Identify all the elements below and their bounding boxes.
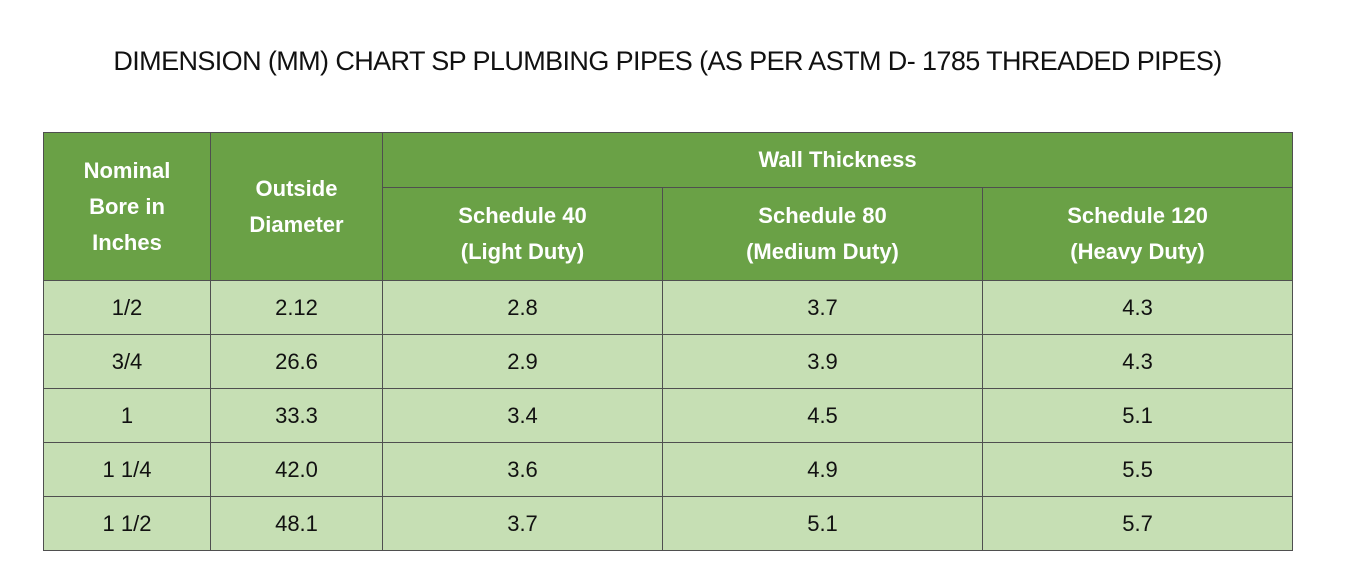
header-schedule-80-line: Schedule 80 [758, 203, 887, 228]
header-outside-diameter-line: Diameter [249, 211, 344, 237]
table-header: Nominal Bore in Inches Outside Diameter … [43, 132, 1294, 281]
header-nominal-bore-line: Bore in [89, 193, 165, 219]
cell-schedule-120: 4.3 [981, 334, 1294, 389]
dimension-table: Nominal Bore in Inches Outside Diameter … [43, 132, 1294, 551]
table-row: 1 1/4 42.0 3.6 4.9 5.5 [43, 442, 1294, 497]
table-row: 1/2 2.12 2.8 3.7 4.3 [43, 280, 1294, 335]
cell-schedule-40: 2.9 [382, 334, 663, 389]
cell-nominal-bore: 1/2 [43, 280, 211, 335]
cell-nominal-bore: 1 1/2 [43, 496, 211, 551]
header-schedule-120-line: (Heavy Duty) [1070, 239, 1205, 264]
header-schedule-80-line: (Medium Duty) [746, 239, 899, 264]
cell-schedule-80: 4.5 [662, 388, 983, 443]
header-nominal-bore: Nominal Bore in Inches [43, 132, 211, 281]
table-row: 3/4 26.6 2.9 3.9 4.3 [43, 334, 1294, 389]
cell-nominal-bore: 1 1/4 [43, 442, 211, 497]
cell-outside-diameter: 33.3 [210, 388, 383, 443]
header-schedule-40-line: (Light Duty) [460, 239, 585, 264]
cell-schedule-80: 3.9 [662, 334, 983, 389]
header-row-schedules: Schedule 40 (Light Duty) Schedule 80 (Me… [44, 187, 1294, 281]
cell-schedule-40: 3.4 [382, 388, 663, 443]
header-schedule-120: Schedule 120 (Heavy Duty) [981, 187, 1294, 281]
cell-nominal-bore: 3/4 [43, 334, 211, 389]
header-schedule-40: Schedule 40 (Light Duty) [382, 187, 663, 281]
header-schedule-80: Schedule 80 (Medium Duty) [662, 187, 983, 281]
cell-schedule-80: 3.7 [662, 280, 983, 335]
cell-nominal-bore: 1 [43, 388, 211, 443]
cell-outside-diameter: 26.6 [210, 334, 383, 389]
cell-schedule-120: 5.5 [981, 442, 1294, 497]
cell-schedule-40: 3.7 [382, 496, 663, 551]
header-schedule-40-line: Schedule 40 [458, 203, 587, 228]
cell-schedule-80: 4.9 [662, 442, 983, 497]
cell-schedule-80: 5.1 [662, 496, 983, 551]
header-schedule-120-line: Schedule 120 [1067, 203, 1208, 228]
header-wall-thickness: Wall Thickness [381, 132, 1294, 188]
header-row-top: Nominal Bore in Inches Outside Diameter … [43, 132, 1294, 281]
table-row: 1 1/2 48.1 3.7 5.1 5.7 [43, 496, 1294, 551]
cell-schedule-120: 5.7 [981, 496, 1294, 551]
header-nominal-bore-line: Nominal [83, 157, 171, 183]
cell-schedule-40: 3.6 [382, 442, 663, 497]
header-outside-diameter-line: Outside [255, 175, 338, 201]
page-title: DIMENSION (MM) CHART SP PLUMBING PIPES (… [113, 46, 1222, 76]
cell-schedule-120: 5.1 [981, 388, 1294, 443]
cell-outside-diameter: 42.0 [210, 442, 383, 497]
table-body: 1/2 2.12 2.8 3.7 4.3 3/4 26.6 2.9 3.9 4.… [43, 280, 1294, 551]
header-outside-diameter: Outside Diameter [210, 132, 383, 281]
cell-schedule-120: 4.3 [981, 280, 1294, 335]
cell-outside-diameter: 48.1 [210, 496, 383, 551]
cell-outside-diameter: 2.12 [210, 280, 383, 335]
header-nominal-bore-line: Inches [92, 229, 162, 255]
table-row: 1 33.3 3.4 4.5 5.1 [43, 388, 1294, 443]
cell-schedule-40: 2.8 [382, 280, 663, 335]
